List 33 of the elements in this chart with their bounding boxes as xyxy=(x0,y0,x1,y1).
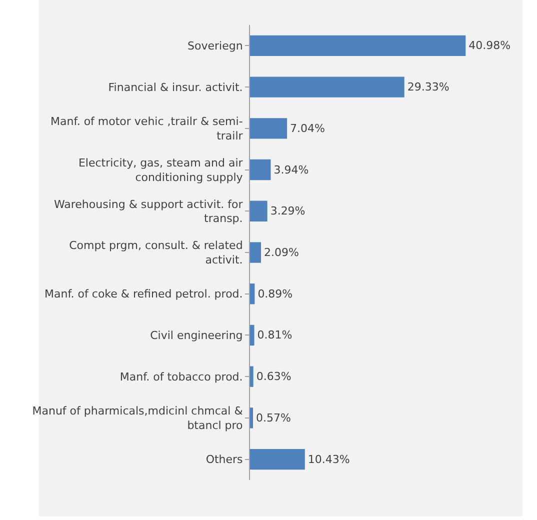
data-label: 2.09% xyxy=(264,246,299,259)
data-label: 0.57% xyxy=(256,411,291,424)
data-label: 0.81% xyxy=(257,328,292,342)
y-tick-label: Manf. of tobacco prod. xyxy=(120,370,243,384)
bar xyxy=(250,200,268,222)
bar xyxy=(250,35,466,56)
bar xyxy=(250,118,288,139)
bar xyxy=(250,242,261,263)
data-label: 29.33% xyxy=(407,80,450,94)
y-tick-label: Financial & insur. activit. xyxy=(108,80,243,94)
data-label: 40.98% xyxy=(468,39,511,52)
y-tick-label: Warehousing & support activit. for transp. xyxy=(54,198,244,226)
y-tick-label: Manuf of pharmicals,mdicinl chmcal & btancl pro xyxy=(32,404,244,432)
bar xyxy=(250,408,253,428)
data-label: 3.29% xyxy=(270,204,306,218)
bar xyxy=(250,324,254,346)
y-tick-label: Compt prgm, consult. & related activit. xyxy=(69,239,243,266)
bar xyxy=(250,366,254,387)
y-tick-label: Manf. of coke & refined petrol. prod. xyxy=(44,288,243,301)
bar xyxy=(250,76,404,98)
data-label: 10.43% xyxy=(308,452,350,466)
y-tick-label: Electricity, gas, steam and air conditioning supply xyxy=(78,156,244,184)
data-label: 3.94% xyxy=(274,163,309,176)
bar xyxy=(250,159,271,180)
y-tick-label: Manf. of motor vehic ,trailr & semi-trailr xyxy=(50,115,244,142)
y-tick-label: Others xyxy=(206,453,244,466)
data-label: 0.89% xyxy=(258,287,293,300)
data-label: 7.04% xyxy=(290,122,326,135)
y-tick-label: Soveriegn xyxy=(188,40,243,53)
data-label: 0.63% xyxy=(256,370,292,384)
bar xyxy=(250,284,255,304)
y-tick-label: Civil engineering xyxy=(150,329,243,342)
bar xyxy=(250,448,305,470)
